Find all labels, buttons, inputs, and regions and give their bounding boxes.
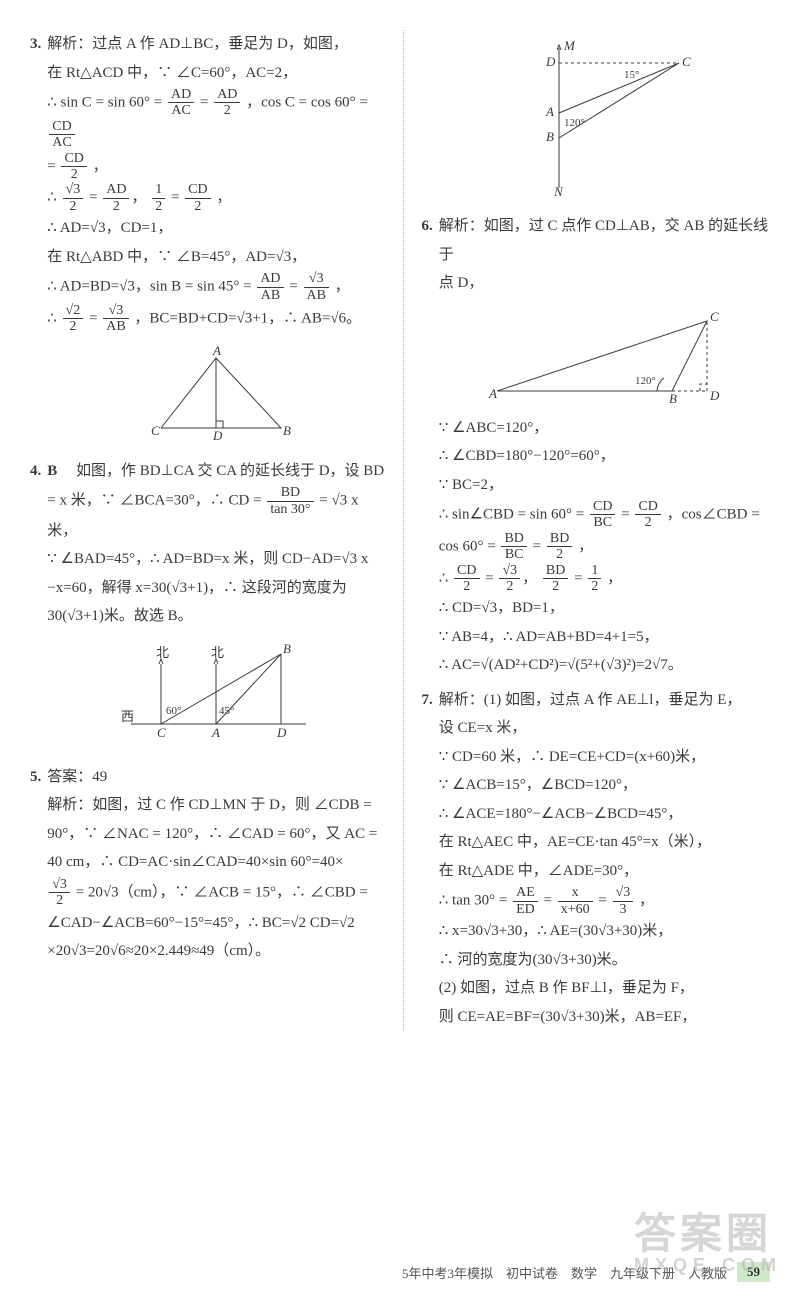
q7-number: 7.	[422, 686, 433, 1031]
column-divider	[403, 30, 404, 1031]
page-number: 59	[737, 1262, 770, 1282]
q6-number: 6.	[422, 212, 433, 680]
svg-text:60°: 60°	[166, 705, 181, 717]
q3-body: 解析：过点 A 作 AD⊥BC，垂足为 D，如图， 在 Rt△ACD 中，∵ ∠…	[47, 30, 384, 451]
q4-body: B 如图，作 BD⊥CA 交 CA 的延长线于 D，设 BD = x 米，∵ ∠…	[47, 457, 384, 757]
svg-text:B: B	[283, 641, 291, 656]
svg-text:北: 北	[211, 645, 224, 660]
q5-l3: 40 cm，∴ CD=AC·sin∠CAD=40×sin 60°=40×	[47, 848, 384, 877]
q5-diagram: M N A B C D 15° 120°	[422, 38, 777, 198]
svg-text:N: N	[553, 184, 564, 198]
svg-text:A: A	[488, 386, 497, 401]
q7-l5: ∴ ∠ACE=180°−∠ACB−∠BCD=45°，	[439, 800, 776, 829]
q6-l11: ∴ AC=√(AD²+CD²)=√(5²+(√3)²)=2√7。	[439, 651, 776, 680]
right-column: M N A B C D 15° 120° 6. 解析：如图，过 C 点作 CD⊥…	[422, 30, 777, 1031]
svg-text:B: B	[546, 129, 554, 144]
q5-answer: 答案：49	[47, 763, 384, 792]
page-content: 3. 解析：过点 A 作 AD⊥BC，垂足为 D，如图， 在 Rt△ACD 中，…	[0, 0, 800, 1091]
q4-l1: 如图，作 BD⊥CA 交 CA 的延长线于 D，设 BD	[76, 463, 384, 479]
q3-line2: 在 Rt△ACD 中，∵ ∠C=60°，AC=2，	[47, 59, 384, 88]
q7-l8: ∴ tan 30° = AEED = xx+60 = √33 ，	[439, 885, 776, 917]
q6-l10: ∵ AB=4，∴ AD=AB+BD=4+1=5，	[439, 623, 776, 652]
q7-l3: ∵ CD=60 米，∴ DE=CE+CD=(x+60)米，	[439, 743, 776, 772]
svg-text:M: M	[563, 38, 576, 53]
svg-text:D: D	[709, 388, 720, 403]
q6-l6: ∴ sin∠CBD = sin 60° = CDBC = CD2 ，cos∠CB…	[439, 499, 776, 531]
svg-text:C: C	[157, 725, 166, 740]
q5-l4: √32 = 20√3（cm），∵ ∠ACB = 15°，∴ ∠CBD =	[47, 877, 384, 909]
q3-line1: 解析：过点 A 作 AD⊥BC，垂足为 D，如图，	[47, 30, 384, 59]
q4-l3: ∵ ∠BAD=45°，∴ AD=BD=x 米，则 CD−AD=√3 x	[47, 545, 384, 574]
q6-body: 解析：如图，过 C 点作 CD⊥AB，交 AB 的延长线于 点 D， A B C…	[439, 212, 776, 680]
q7-l10: ∴ 河的宽度为(30√3+30)米。	[439, 946, 776, 975]
q5-l5: ∠CAD−∠ACB=60°−15°=45°，∴ BC=√2 CD=√2	[47, 909, 384, 938]
q7-body: 解析：(1) 如图，过点 A 作 AE⊥l，垂足为 E， 设 CE=x 米， ∵…	[439, 686, 776, 1031]
svg-text:B: B	[283, 423, 291, 438]
q4-number: 4.	[30, 457, 41, 757]
q7-l4: ∵ ∠ACB=15°，∠BCD=120°，	[439, 771, 776, 800]
footer-text: 5年中考3年模拟 初中试卷 数学 九年级下册 人教版	[402, 1263, 727, 1282]
q6-l7: cos 60° = BDBC = BD2 ，	[439, 531, 776, 563]
question-7: 7. 解析：(1) 如图，过点 A 作 AE⊥l，垂足为 E， 设 CE=x 米…	[422, 686, 777, 1031]
q5-l2: 90°，∵ ∠NAC = 120°，∴ ∠CAD = 60°，又 AC =	[47, 820, 384, 849]
q7-l9: ∴ x=30√3+30，∴ AE=(30√3+30)米，	[439, 917, 776, 946]
q6-l9: ∴ CD=√3，BD=1，	[439, 594, 776, 623]
question-3: 3. 解析：过点 A 作 AD⊥BC，垂足为 D，如图， 在 Rt△ACD 中，…	[30, 30, 385, 451]
q4-diagram: 北 北 西 60° 45° C A D B	[47, 639, 384, 749]
svg-text:D: D	[276, 725, 287, 740]
q4-l4: −x=60，解得 x=30(√3+1)，∴ 这段河的宽度为	[47, 574, 384, 603]
svg-text:B: B	[669, 391, 677, 406]
question-6: 6. 解析：如图，过 C 点作 CD⊥AB，交 AB 的延长线于 点 D， A …	[422, 212, 777, 680]
svg-text:西: 西	[121, 709, 134, 724]
svg-text:120°: 120°	[635, 375, 656, 387]
q3-line7: ∴ AD=√3，CD=1，	[47, 214, 384, 243]
question-4: 4. B 如图，作 BD⊥CA 交 CA 的延长线于 D，设 BD = x 米，…	[30, 457, 385, 757]
q7-l12: 则 CE=AE=BF=(30√3+30)米，AB=EF，	[439, 1003, 776, 1032]
svg-text:A: A	[212, 343, 221, 358]
q7-l6: 在 Rt△AEC 中，AE=CE·tan 45°=x（米），	[439, 828, 776, 857]
q7-l7: 在 Rt△ADE 中，∠ADE=30°，	[439, 857, 776, 886]
q5-number: 5.	[30, 763, 41, 966]
q3-line3: ∴ sin C = sin 60° = ADAC = AD2 ，cos C = …	[47, 87, 384, 151]
svg-text:A: A	[211, 725, 220, 740]
q3-line11: ∴ √22 = √3AB ，BC=BD+CD=√3+1，∴ AB=√6。	[47, 303, 384, 335]
left-column: 3. 解析：过点 A 作 AD⊥BC，垂足为 D，如图， 在 Rt△ACD 中，…	[30, 30, 385, 1031]
q6-l2: 点 D，	[439, 269, 776, 298]
q4-l5: 30(√3+1)米。故选 B。	[47, 602, 384, 631]
q3-line8: 在 Rt△ABD 中，∵ ∠B=45°，AD=√3，	[47, 243, 384, 272]
svg-text:北: 北	[156, 645, 169, 660]
q3-line4: = CD2 ，	[47, 151, 384, 183]
q3-diagram: A C D B	[47, 343, 384, 443]
q7-l1: 解析：(1) 如图，过点 A 作 AE⊥l，垂足为 E，	[439, 686, 776, 715]
q4-l2: = x 米，∵ ∠BCA=30°，∴ CD = BDtan 30° = √3 x…	[47, 485, 384, 545]
q5-l1: 解析：如图，过 C 作 CD⊥MN 于 D，则 ∠CDB =	[47, 791, 384, 820]
question-5: 5. 答案：49 解析：如图，过 C 作 CD⊥MN 于 D，则 ∠CDB = …	[30, 763, 385, 966]
page-footer: 5年中考3年模拟 初中试卷 数学 九年级下册 人教版 59	[30, 1262, 770, 1282]
q5-body: 答案：49 解析：如图，过 C 作 CD⊥MN 于 D，则 ∠CDB = 90°…	[47, 763, 384, 966]
svg-text:A: A	[545, 104, 554, 119]
q3-number: 3.	[30, 30, 41, 451]
svg-text:15°: 15°	[624, 69, 639, 81]
q6-l1: 解析：如图，过 C 点作 CD⊥AB，交 AB 的延长线于	[439, 212, 776, 269]
q7-l11: (2) 如图，过点 B 作 BF⊥l，垂足为 F，	[439, 974, 776, 1003]
q6-l8: ∴ CD2 = √32， BD2 = 12 ，	[439, 563, 776, 595]
q3-line5: ∴ √32 = AD2， 12 = CD2 ，	[47, 182, 384, 214]
q7-l2: 设 CE=x 米，	[439, 714, 776, 743]
q6-l3: ∵ ∠ABC=120°，	[439, 414, 776, 443]
svg-text:C: C	[682, 54, 691, 69]
q4-answer: B	[47, 463, 57, 479]
svg-text:C: C	[710, 309, 719, 324]
svg-text:C: C	[151, 423, 160, 438]
svg-text:D: D	[212, 428, 223, 443]
svg-text:D: D	[545, 54, 556, 69]
svg-text:120°: 120°	[564, 117, 585, 129]
q3-line9: ∴ AD=BD=√3，sin B = sin 45° = ADAB = √3AB…	[47, 271, 384, 303]
q6-l4: ∴ ∠CBD=180°−120°=60°，	[439, 442, 776, 471]
q5-l6: ×20√3=20√6≈20×2.449≈49（cm）。	[47, 937, 384, 966]
q6-l5: ∵ BC=2，	[439, 471, 776, 500]
svg-text:45°: 45°	[219, 705, 234, 717]
q6-diagram: A B C D 120°	[439, 306, 776, 406]
